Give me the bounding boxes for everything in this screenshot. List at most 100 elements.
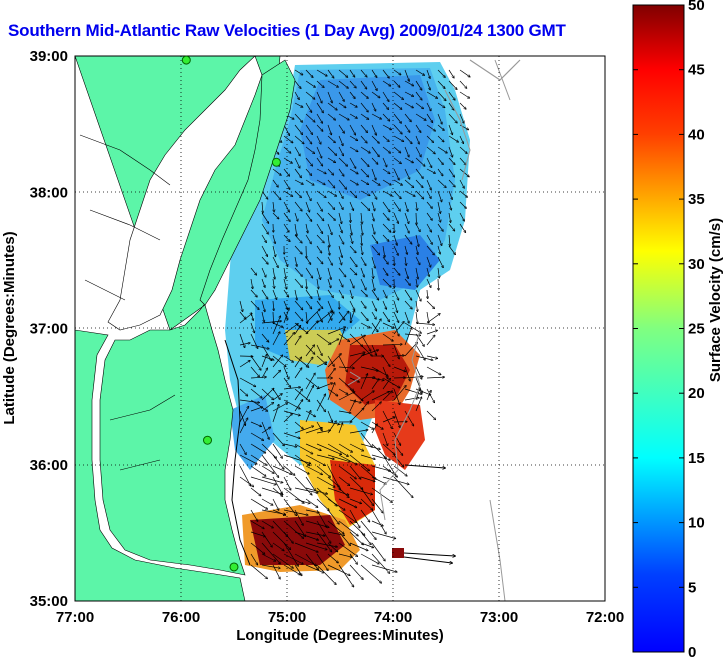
velocity-arrow: [283, 498, 296, 515]
velocity-arrow: [305, 465, 322, 475]
velocity-arrow: [283, 520, 303, 538]
velocity-arrow: [305, 135, 312, 144]
velocity-arrow: [305, 102, 312, 112]
velocity-arrow: [415, 267, 418, 279]
velocity-arrow: [272, 476, 282, 494]
velocity-arrow: [261, 388, 274, 401]
velocity-arrow: [305, 443, 321, 450]
velocity-arrow: [349, 388, 363, 401]
velocity-arrow: [404, 168, 410, 179]
velocity-arrow: [426, 179, 431, 190]
velocity-arrow: [305, 300, 312, 309]
velocity-arrow: [327, 223, 332, 235]
velocity-arrow: [338, 113, 349, 120]
velocity-arrow: [338, 80, 348, 88]
velocity-arrow: [371, 322, 378, 332]
velocity-arrow: [327, 355, 334, 366]
velocity-arrow: [382, 201, 390, 212]
velocity-arrow: [261, 267, 266, 277]
velocity-arrow: [305, 146, 314, 153]
velocity-arrow: [371, 223, 375, 234]
velocity-arrow: [448, 179, 455, 187]
velocity-arrow: [393, 465, 407, 476]
velocity-arrow: [338, 168, 344, 176]
velocity-arrow: [294, 168, 301, 178]
velocity-arrow: [338, 553, 352, 557]
velocity-arrow: [338, 91, 344, 101]
velocity-arrow: [316, 91, 322, 103]
velocity-arrow: [371, 201, 375, 211]
velocity-arrow: [415, 397, 422, 412]
velocity-arrow: [305, 234, 311, 244]
velocity-arrow: [239, 465, 251, 486]
velocity-arrow: [316, 256, 323, 264]
colorbar-ticks: 0 5 10 15 20 25 30 35 40 45 50: [633, 0, 705, 659]
velocity-arrow: [382, 465, 397, 477]
velocity-arrow: [426, 102, 431, 111]
station-marker: [271, 157, 281, 167]
velocity-arrow: [338, 102, 346, 108]
velocity-arrow: [261, 190, 268, 199]
grid-lines: [75, 56, 605, 601]
velocity-arrow: [448, 69, 454, 78]
velocity-arrow: [261, 333, 269, 342]
velocity-arrow: [250, 432, 263, 440]
velocity-arrow: [316, 311, 332, 324]
velocity-arrow: [261, 256, 268, 264]
velocity-arrow: [305, 321, 318, 335]
velocity-arrow: [393, 344, 399, 359]
velocity-arrow: [239, 311, 246, 319]
velocity-arrow: [327, 102, 337, 110]
velocity-arrow: [404, 80, 413, 86]
velocity-arrow: [338, 135, 343, 146]
velocity-arrow: [327, 509, 339, 524]
velocity-arrow: [272, 289, 277, 299]
x-tick-label: 74:00: [374, 609, 412, 626]
velocity-arrow: [316, 394, 325, 412]
velocity-arrow: [305, 410, 315, 417]
velocity-arrow: [327, 69, 334, 78]
velocity-arrow: [327, 245, 330, 255]
velocity-arrow: [283, 509, 308, 515]
velocity-arrow: [459, 212, 464, 221]
velocity-arrow: [338, 329, 345, 346]
velocity-arrow: [250, 443, 266, 453]
velocity-arrow: [250, 487, 261, 496]
velocity-arrow: [371, 402, 381, 412]
velocity-arrow: [415, 179, 423, 187]
velocity-arrow: [382, 223, 391, 232]
velocity-arrow: [393, 289, 399, 300]
velocity-arrow: [371, 366, 388, 376]
velocity-arrow: [349, 333, 362, 346]
velocity-arrow: [382, 113, 390, 121]
velocity-arrow: [438, 267, 439, 278]
velocity-arrow: [371, 344, 376, 355]
velocity-arrow: [338, 487, 349, 498]
velocity-arrow: [272, 498, 279, 510]
velocity-arrow: [239, 443, 246, 454]
velocity-arrow: [294, 520, 305, 536]
velocity-arrow: [294, 564, 302, 576]
velocity-arrow: [360, 344, 372, 356]
velocity-arrow: [360, 553, 379, 564]
velocity-arrow: [327, 80, 338, 87]
velocity-arrow: [250, 322, 254, 333]
velocity-arrow: [294, 124, 302, 134]
velocity-arrow: [371, 319, 381, 335]
velocity-arrow: [382, 168, 390, 174]
velocity-arrow: [250, 564, 267, 579]
velocity-arrow: [404, 223, 409, 233]
velocity-arrow: [305, 289, 312, 298]
velocity-arrow: [338, 465, 356, 479]
velocity-arrow: [415, 168, 423, 178]
velocity-arrow: [305, 309, 320, 324]
velocity-arrow: [437, 157, 443, 164]
velocity-arrow: [426, 355, 437, 358]
velocity-arrow: [393, 432, 401, 445]
velocity-arrow: [360, 289, 367, 296]
velocity-arrow: [360, 80, 367, 89]
velocity-arrow: [426, 157, 432, 167]
velocity-arrow: [350, 212, 351, 222]
velocity-arrow: [448, 157, 455, 164]
velocity-arrow: [272, 553, 293, 568]
